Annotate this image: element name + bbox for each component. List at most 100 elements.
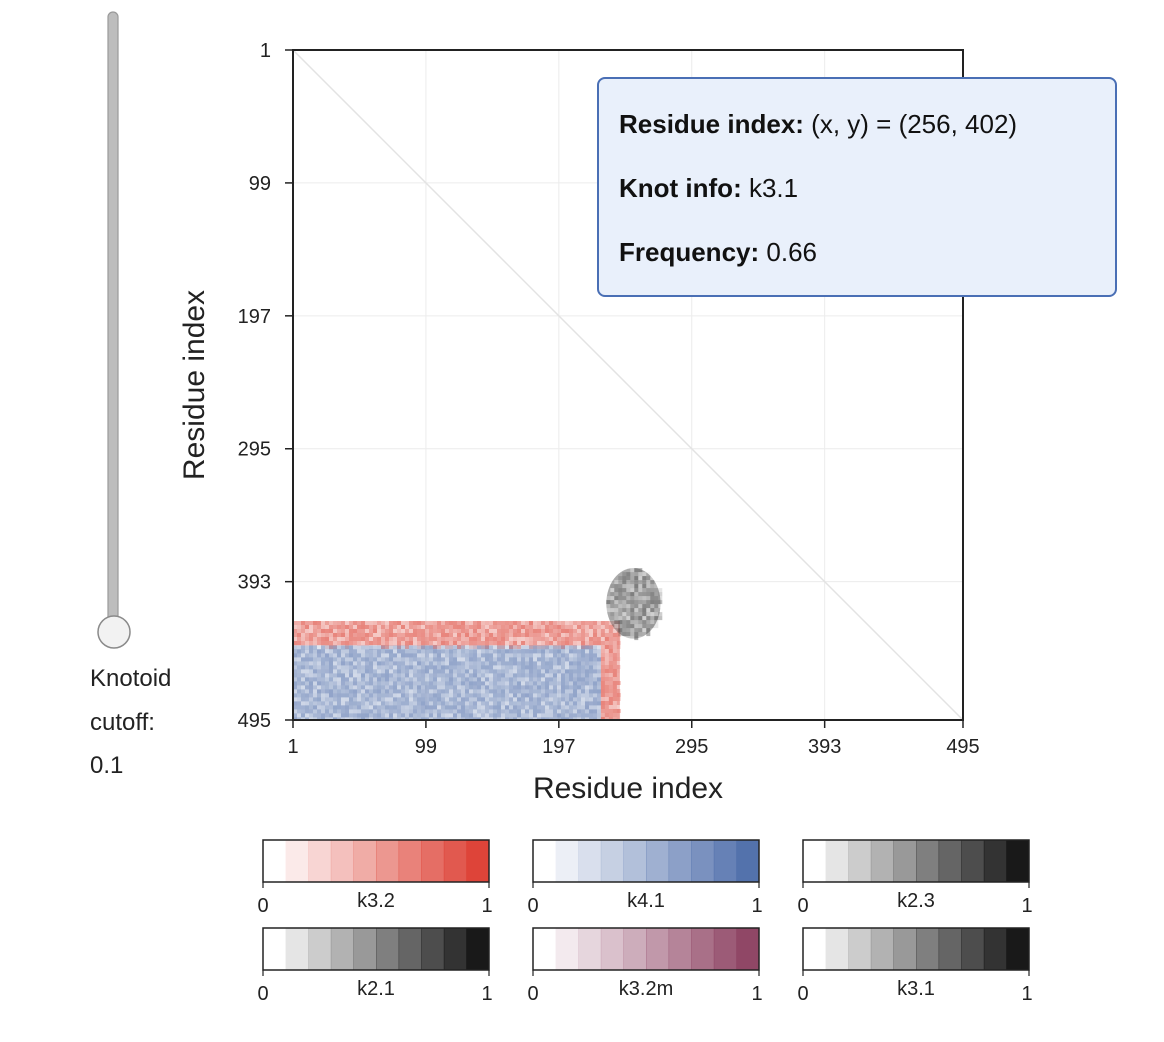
heat-cell	[618, 620, 623, 625]
heat-cell	[461, 689, 465, 694]
heat-cell	[509, 677, 513, 682]
heat-cell	[381, 632, 385, 637]
heat-cell	[600, 648, 605, 653]
heat-cell	[329, 665, 333, 670]
slider-handle[interactable]	[97, 615, 131, 649]
heat-cell	[297, 636, 301, 641]
heat-cell	[513, 640, 517, 645]
heat-cell	[377, 673, 381, 678]
heat-cell	[557, 685, 561, 690]
heat-cell	[449, 701, 453, 706]
heat-cell	[565, 693, 569, 698]
heat-cell	[393, 681, 397, 686]
heat-cell	[573, 649, 577, 654]
heat-cell	[373, 673, 377, 678]
heat-cell	[501, 640, 505, 645]
heat-cell	[309, 640, 313, 645]
heat-cell	[357, 701, 361, 706]
heat-cell	[529, 636, 533, 641]
heat-cell	[441, 653, 445, 658]
heat-cell	[549, 661, 553, 666]
heat-cell	[345, 645, 349, 650]
heat-cell	[642, 576, 647, 581]
heat-cell	[604, 696, 609, 701]
heat-cell	[437, 620, 441, 625]
slider-track[interactable]	[107, 11, 119, 643]
heat-cell	[389, 632, 393, 637]
heat-cell	[497, 649, 501, 654]
heat-cell	[654, 596, 659, 601]
heat-cell	[505, 653, 509, 658]
heat-cell	[573, 705, 577, 709]
heat-cell	[517, 620, 521, 625]
heat-cell	[525, 709, 529, 714]
heat-cell	[417, 644, 421, 649]
heat-cell	[493, 705, 497, 710]
heat-cell	[626, 572, 631, 577]
heat-cell	[618, 612, 623, 617]
heat-cell	[481, 693, 485, 698]
heat-cell	[497, 644, 501, 649]
heat-cell	[565, 673, 569, 677]
heat-cell	[577, 701, 581, 706]
heat-cell	[517, 640, 521, 645]
heat-cell	[405, 677, 409, 682]
heat-cell	[369, 713, 373, 717]
heat-cell	[373, 717, 377, 720]
heat-cell	[565, 628, 569, 633]
heat-cell	[610, 592, 615, 597]
heat-cell	[405, 629, 409, 633]
heat-cell	[413, 644, 417, 649]
heat-cell	[385, 628, 389, 633]
heat-cell	[337, 661, 341, 666]
heat-cell	[349, 669, 353, 674]
heat-cell	[612, 676, 617, 681]
heat-cell	[301, 649, 305, 654]
heat-cell	[309, 665, 313, 670]
heat-cell	[537, 681, 541, 686]
heat-cell	[373, 624, 377, 629]
heat-cell	[481, 624, 485, 629]
heat-cell	[461, 632, 465, 637]
heat-cell	[417, 628, 421, 633]
heat-cell	[622, 592, 626, 596]
heat-cell	[333, 628, 337, 633]
heat-cell	[521, 649, 525, 654]
heat-cell	[337, 701, 341, 706]
heat-cell	[481, 669, 485, 674]
heat-cell	[325, 661, 329, 665]
heat-cell	[441, 689, 445, 694]
heat-cell	[604, 648, 609, 653]
heatmap-region-k3.2	[600, 620, 621, 720]
heat-cell	[433, 669, 437, 674]
heat-cell	[321, 705, 325, 710]
tooltip-value: 0.66	[766, 237, 817, 267]
heat-cell	[373, 697, 377, 702]
heat-cell	[361, 624, 365, 629]
heat-cell	[437, 665, 441, 669]
heat-cell	[497, 657, 501, 662]
heat-cell	[417, 689, 421, 694]
heat-cell	[497, 628, 501, 633]
colorbar-step	[376, 840, 400, 882]
heat-cell	[409, 632, 413, 637]
heat-cell	[457, 681, 461, 686]
heat-cell	[349, 653, 353, 658]
heat-cell	[654, 612, 659, 617]
heat-cell	[545, 628, 549, 633]
heat-cell	[541, 669, 545, 674]
heat-cell	[473, 649, 477, 654]
heat-cell	[589, 689, 593, 694]
heat-cell	[333, 645, 337, 650]
heat-cell	[569, 645, 573, 649]
heat-cell	[321, 645, 325, 650]
heat-cell	[309, 624, 313, 629]
heat-cell	[465, 665, 469, 670]
heat-cell	[357, 681, 361, 686]
heat-cell	[616, 692, 621, 697]
knotoid-cutoff-slider[interactable]	[97, 11, 131, 649]
heat-cell	[493, 649, 497, 654]
heat-cell	[533, 673, 537, 678]
heat-cell	[405, 697, 409, 702]
heat-cell	[333, 644, 337, 649]
